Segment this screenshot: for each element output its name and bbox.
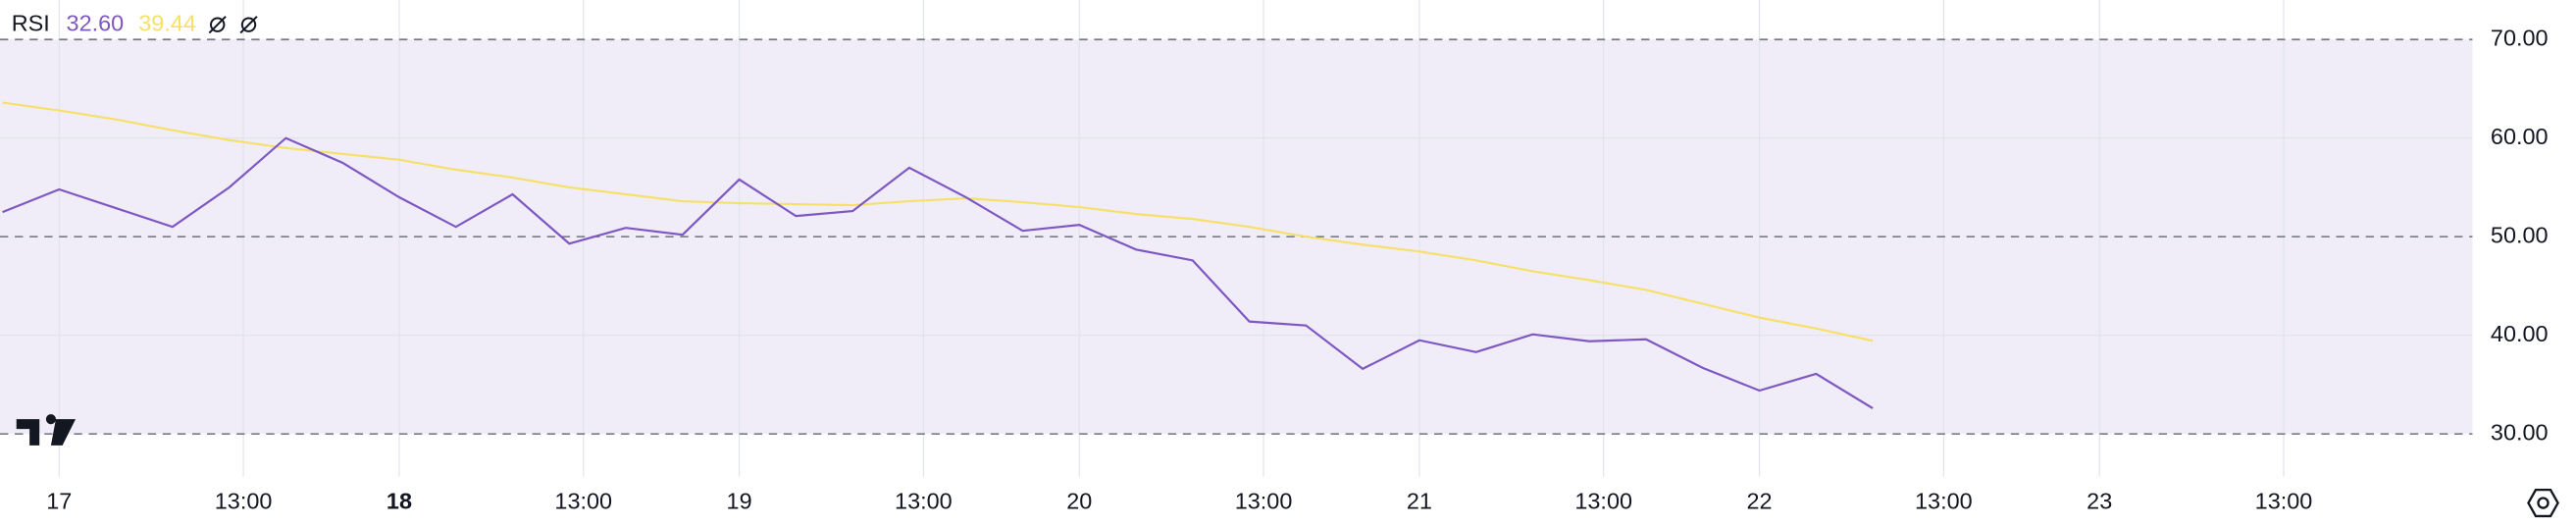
series-value-label: 39.44 <box>138 10 196 35</box>
na-circle <box>210 17 226 32</box>
x-tick-label: 18 <box>386 489 412 514</box>
settings-hex[interactable] <box>2527 488 2559 518</box>
x-tick-label: 13:00 <box>554 489 612 514</box>
series-value-label: 32.60 <box>67 10 125 35</box>
na-icon <box>208 16 227 34</box>
na-slash <box>239 16 258 34</box>
logo-shape <box>16 414 77 446</box>
x-tick-label: 13:00 <box>1915 489 1973 514</box>
y-tick-label: 60.00 <box>2491 124 2549 149</box>
y-tick-label: 50.00 <box>2491 222 2549 247</box>
x-tick-label: 13:00 <box>1235 489 1293 514</box>
na-icon <box>239 16 258 34</box>
indicator-title: RSI <box>12 10 50 35</box>
settings-icon[interactable] <box>2527 488 2559 518</box>
x-tick-label: 13:00 <box>1574 489 1632 514</box>
x-tick-label: 17 <box>46 489 72 514</box>
x-tick-label: 13:00 <box>215 489 273 514</box>
y-tick-label: 70.00 <box>2491 25 2549 50</box>
grid-layer <box>0 0 2473 477</box>
x-tick-label: 13:00 <box>895 489 953 514</box>
y-tick-label: 40.00 <box>2491 321 2549 346</box>
x-tick-label: 22 <box>1747 489 1773 514</box>
na-circle <box>240 17 257 32</box>
text-layer: RSI 17 13:00 18 13:00 19 13:00 20 13:00 21 13:00 2… <box>12 10 2549 513</box>
tradingview-logo <box>16 414 77 446</box>
settings-dot[interactable] <box>2537 497 2550 509</box>
na-slash <box>208 16 227 34</box>
x-tick-label: 23 <box>2087 489 2112 514</box>
x-tick-label: 20 <box>1066 489 1092 514</box>
x-tick-label: 19 <box>727 489 752 514</box>
x-tick-label: 21 <box>1407 489 1432 514</box>
x-tick-label: 13:00 <box>2255 489 2313 514</box>
lines-layer <box>2 101 1874 410</box>
series-line <box>2 136 1874 410</box>
y-tick-label: 30.00 <box>2491 419 2549 445</box>
